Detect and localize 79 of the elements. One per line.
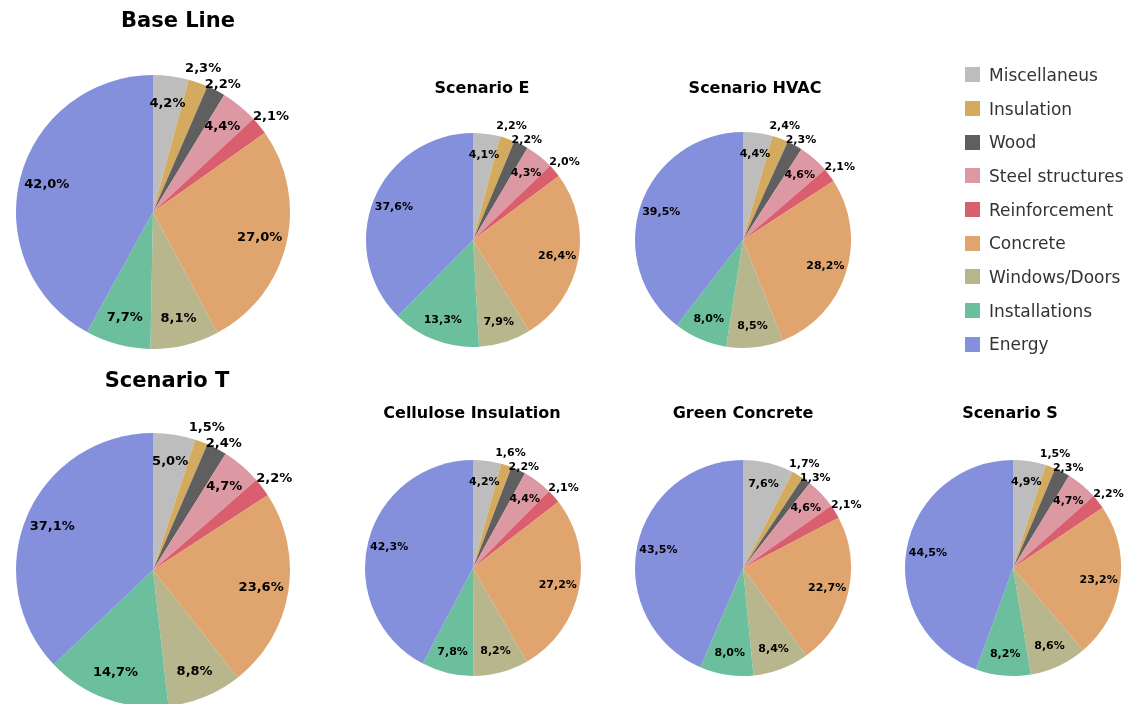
data-label: 4,4% bbox=[204, 118, 241, 134]
data-label: 4,3% bbox=[510, 165, 542, 179]
chart-title: Cellulose Insulation bbox=[383, 403, 561, 422]
data-label: 8,0% bbox=[693, 312, 724, 326]
data-label: 2,4% bbox=[769, 119, 800, 133]
data-label: 2,1% bbox=[548, 480, 579, 494]
legend-label: Steel structures bbox=[989, 165, 1124, 186]
data-label: 7,8% bbox=[437, 644, 468, 658]
data-label: 7,6% bbox=[748, 476, 779, 490]
data-label: 37,6% bbox=[374, 200, 413, 214]
data-label: 2,3% bbox=[785, 133, 817, 147]
data-label: 1,5% bbox=[1039, 447, 1071, 461]
legend-label: Energy bbox=[989, 334, 1049, 355]
data-label: 42,3% bbox=[370, 540, 409, 554]
data-label: 27,0% bbox=[237, 228, 283, 244]
data-label: 2,0% bbox=[549, 155, 580, 169]
data-label: 28,2% bbox=[806, 259, 845, 273]
data-label: 1,3% bbox=[800, 470, 831, 484]
legend-label: Windows/Doors bbox=[989, 266, 1121, 287]
data-label: 2,1% bbox=[824, 160, 856, 174]
data-label: 7,7% bbox=[106, 309, 143, 325]
chart-title: Base Line bbox=[120, 8, 236, 32]
chart-title: Green Concrete bbox=[672, 403, 814, 422]
data-label: 2,3% bbox=[1052, 461, 1084, 475]
data-label: 2,1% bbox=[830, 497, 862, 511]
legend-label: Miscellaneus bbox=[989, 64, 1098, 85]
chart-title: Scenario S bbox=[962, 403, 1058, 422]
data-label: 1,6% bbox=[495, 445, 526, 459]
data-label: 39,5% bbox=[642, 204, 681, 218]
data-label: 42,0% bbox=[24, 176, 70, 192]
data-label: 2,2% bbox=[204, 75, 241, 91]
data-label: 8,8% bbox=[176, 662, 213, 678]
data-label: 23,6% bbox=[238, 579, 284, 595]
chart-title: Scenario E bbox=[434, 78, 530, 97]
text: Scenario HVAC bbox=[688, 78, 822, 97]
data-label: 8,5% bbox=[737, 318, 768, 332]
data-label: 4,7% bbox=[1052, 494, 1084, 508]
data-label: 4,6% bbox=[790, 501, 821, 515]
chart-title: Scenario T bbox=[104, 368, 230, 392]
data-label: 8,2% bbox=[480, 644, 511, 658]
data-label: 22,7% bbox=[808, 580, 847, 594]
data-label: 44,5% bbox=[908, 545, 947, 559]
data-label: 8,4% bbox=[758, 641, 789, 655]
data-label: 8,0% bbox=[714, 646, 745, 660]
data-label: 4,2% bbox=[149, 94, 186, 110]
data-label: 2,1% bbox=[252, 107, 290, 123]
data-label: 8,6% bbox=[1034, 639, 1065, 653]
data-label: 4,6% bbox=[784, 167, 815, 181]
data-label: 37,1% bbox=[29, 518, 75, 534]
legend-label: Reinforcement bbox=[989, 199, 1114, 220]
legend-label: Insulation bbox=[989, 98, 1073, 119]
data-label: 1,7% bbox=[789, 456, 820, 470]
data-label: 4,1% bbox=[468, 147, 500, 161]
data-label: 8,1% bbox=[160, 309, 197, 325]
data-label: 23,2% bbox=[1079, 572, 1118, 586]
data-label: 2,2% bbox=[511, 133, 543, 147]
data-label: 4,4% bbox=[739, 147, 771, 161]
data-label: 43,5% bbox=[639, 543, 678, 557]
data-label: 4,7% bbox=[206, 478, 243, 494]
data-label: 13,3% bbox=[423, 312, 462, 326]
data-label: 8,2% bbox=[989, 646, 1021, 660]
legend-label: Installations bbox=[989, 300, 1093, 321]
data-label: 1,5% bbox=[188, 419, 225, 435]
data-label: 27,2% bbox=[538, 577, 577, 591]
data-label: 26,4% bbox=[538, 248, 577, 262]
data-label: 2,2% bbox=[256, 469, 293, 485]
data-label: 14,7% bbox=[93, 664, 139, 680]
data-label: 2,2% bbox=[508, 459, 540, 473]
data-label: 4,4% bbox=[509, 491, 540, 505]
data-label: 2,4% bbox=[205, 435, 242, 451]
data-label: 4,2% bbox=[469, 475, 500, 489]
data-label: 2,2% bbox=[496, 119, 527, 133]
data-label: 2,2% bbox=[1093, 486, 1124, 500]
data-label: 5,0% bbox=[152, 453, 189, 469]
legend-label: Concrete bbox=[989, 233, 1066, 254]
data-label: 4,9% bbox=[1010, 475, 1042, 489]
data-label: 7,9% bbox=[483, 314, 514, 328]
data-label: 2,3% bbox=[185, 59, 222, 75]
legend-label: Wood bbox=[989, 132, 1037, 153]
